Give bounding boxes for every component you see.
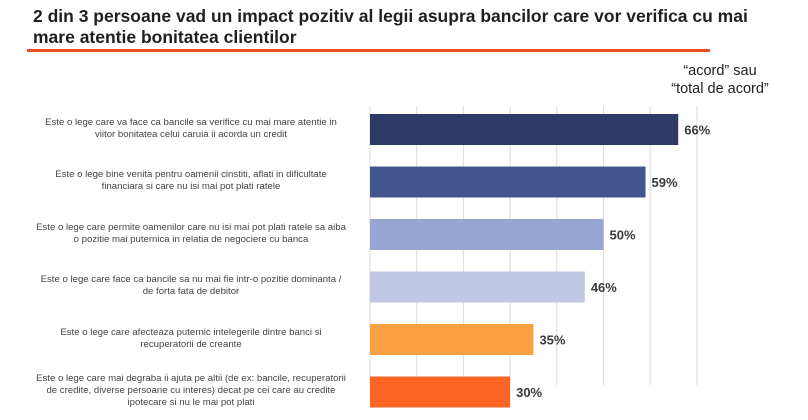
category-label-2: Este o lege bine venita pentru oamenii c… — [21, 169, 361, 193]
bar-5 — [370, 324, 534, 355]
bars — [370, 114, 679, 408]
category-label-5: Este o lege care afecteaza puternic inte… — [21, 327, 361, 351]
bar-2 — [370, 166, 646, 198]
category-label-line: Este o lege bine venita pentru oamenii c… — [55, 169, 327, 180]
legend-note-line-1: “acord” sau — [683, 63, 757, 79]
category-label-line: Este o lege care permite oamenilor care … — [36, 221, 346, 233]
category-label-line: Este o lege care afecteaza puternic inte… — [60, 326, 322, 338]
chart-title: 2 din 3 persoane vad un impact pozitiv a… — [33, 6, 748, 47]
category-label-6: Este o lege care mai degraba ii ajuta pe… — [21, 373, 361, 409]
category-label-3: Este o lege care permite oamenilor care … — [21, 222, 361, 246]
value-label-2: 59% — [652, 175, 678, 190]
value-label-1: 66% — [684, 123, 710, 138]
value-labels: 66% 59% 50% 46% 35% 30% — [516, 123, 711, 401]
value-label-4: 46% — [591, 280, 617, 295]
legend-note-line-2: “total de acord” — [671, 81, 769, 97]
bar-3 — [370, 219, 604, 250]
category-label-line: Este o lege care mai degraba ii ajuta pe… — [36, 373, 346, 384]
category-label-line: Este o lege care face ca bancile sa nu m… — [40, 274, 342, 285]
category-label-line: de forta fata de debitor — [142, 286, 240, 297]
category-label-line: recuperatorii de creante — [140, 338, 242, 350]
bar-1 — [370, 114, 679, 145]
category-label-line: financiara si care nu isi mai pot plati … — [101, 181, 281, 192]
bar-6 — [370, 376, 511, 408]
category-label-line: Este o lege care va face ca bancile sa v… — [45, 116, 337, 128]
category-label-line: de credite, diverse persoane cu interes)… — [46, 385, 336, 396]
category-label-4: Este o lege care face ca bancile sa nu m… — [21, 274, 361, 298]
category-label-line: o pozitie mai puternica in relatia de ne… — [73, 233, 309, 245]
legend-note: “acord” sau “total de acord” — [640, 62, 800, 98]
value-label-5: 35% — [539, 333, 565, 348]
bar-4 — [370, 271, 585, 303]
category-label-1: Este o lege care va face ca bancile sa v… — [21, 117, 361, 141]
value-label-3: 50% — [610, 228, 636, 243]
value-label-6: 30% — [516, 385, 542, 400]
category-label-line: ipotecare si nu le mai pot plati — [127, 397, 255, 408]
category-label-line: viitor bonitatea celui caruia ii acorda … — [95, 128, 287, 140]
title-underline — [27, 49, 710, 52]
